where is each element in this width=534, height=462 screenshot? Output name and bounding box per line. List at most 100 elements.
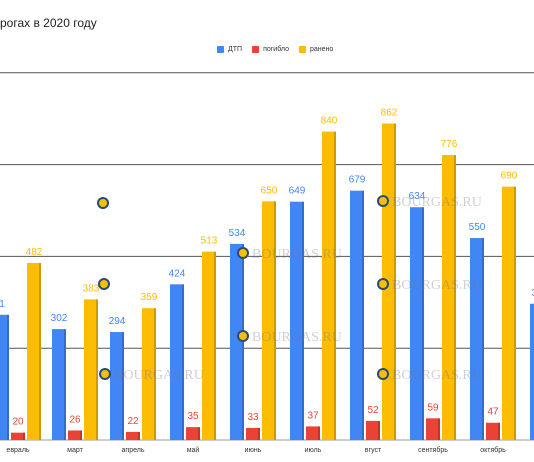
data-label: 383 <box>83 283 100 294</box>
legend-swatch-killed <box>252 45 260 53</box>
data-label: 294 <box>109 316 126 327</box>
bar-shade <box>7 314 9 440</box>
data-label: 26 <box>69 414 81 425</box>
bar-killed <box>68 430 82 440</box>
watermark-text: BOURGAS.RU <box>392 368 482 383</box>
data-label: 690 <box>501 171 518 182</box>
x-tick-label: евраль <box>6 447 29 454</box>
bar-dtp <box>0 314 9 440</box>
data-label: 550 <box>469 222 486 233</box>
data-label: 59 <box>427 402 439 413</box>
legend-label-injured: ранено <box>309 45 334 53</box>
legend-item-dtp: ДТП <box>217 45 243 53</box>
bar-shade <box>482 238 484 440</box>
bar-dtp <box>530 303 534 440</box>
bar-shade <box>422 207 424 440</box>
bar-shade <box>80 430 82 440</box>
bar-shade <box>214 251 216 440</box>
bar-shade <box>258 427 260 440</box>
bar-dtp <box>52 329 66 440</box>
legend-item-killed: погибло <box>252 45 289 53</box>
bar-dtp <box>290 201 304 440</box>
x-tick-label: июль <box>305 447 322 454</box>
bar-injured <box>442 155 456 440</box>
legend-swatch-injured <box>298 45 306 53</box>
watermark-seal <box>98 278 110 290</box>
legend-item-injured: ранено <box>298 45 334 53</box>
legend-label-killed: погибло <box>263 45 289 53</box>
data-label: 862 <box>381 107 398 118</box>
data-label: 47 <box>487 407 499 418</box>
x-tick-label: сентябрь <box>418 446 448 454</box>
bar-shade <box>334 131 336 440</box>
bar-injured <box>84 299 98 440</box>
bar-shade <box>64 329 66 440</box>
watermark-seal <box>377 278 389 290</box>
data-label: 33 <box>247 412 259 423</box>
bar-injured <box>262 201 276 440</box>
bar-shade <box>23 432 25 440</box>
bar-dtp <box>230 243 244 440</box>
bar-killed <box>186 427 200 440</box>
x-tick-label: март <box>67 447 83 454</box>
bar-injured <box>202 251 216 440</box>
data-label: 513 <box>201 236 218 247</box>
x-tick-label: октябрь <box>480 446 506 454</box>
bar-killed <box>486 422 500 440</box>
data-label: 649 <box>289 186 306 197</box>
watermark-text: BOURGAS.RU <box>114 368 204 383</box>
bar-dtp <box>470 238 484 440</box>
watermark-seal <box>237 330 249 342</box>
bar-shade <box>39 263 41 440</box>
bar-shade <box>198 427 200 440</box>
bar-shade <box>394 123 396 440</box>
bar-dtp <box>350 190 364 440</box>
watermark-seal <box>377 195 389 207</box>
data-label: 424 <box>169 268 186 279</box>
x-tick-label: июнь <box>245 447 262 454</box>
data-label: 1 <box>0 299 5 310</box>
data-label: 359 <box>141 292 158 303</box>
watermark-text: BOURGAS.RU <box>392 195 482 210</box>
bar-shade <box>122 332 124 440</box>
bar-shade <box>438 418 440 440</box>
x-tick-label: апрель <box>122 447 145 454</box>
watermark-seal <box>99 368 111 380</box>
x-tick-label: май <box>187 446 200 454</box>
bar-killed <box>306 426 320 440</box>
bar-injured <box>27 263 41 440</box>
data-label: 20 <box>12 417 24 428</box>
bar-shade <box>138 431 140 440</box>
bar-killed <box>11 432 25 440</box>
bar-injured <box>142 308 156 440</box>
x-tick-label: вгуст <box>365 447 382 454</box>
bar-killed <box>126 431 140 440</box>
bar-shade <box>514 186 516 440</box>
data-label: 776 <box>441 139 458 150</box>
bar-shade <box>498 422 500 440</box>
data-label: 650 <box>261 185 278 196</box>
watermark-seal <box>97 197 109 209</box>
data-label: 679 <box>349 175 366 186</box>
data-label: 302 <box>51 313 68 324</box>
data-label: 22 <box>127 416 139 427</box>
watermark-seal <box>377 368 389 380</box>
bar-shade <box>302 201 304 440</box>
watermark-seal <box>237 247 249 259</box>
bar-dtp <box>170 284 184 440</box>
data-label: 37 <box>531 288 534 299</box>
bar-shade <box>362 190 364 440</box>
bar-killed <box>426 418 440 440</box>
data-label: 35 <box>187 411 199 422</box>
data-label: 37 <box>307 410 319 421</box>
bar-shade <box>182 284 184 440</box>
bar-injured <box>502 186 516 440</box>
legend-label-dtp: ДТП <box>228 45 243 53</box>
bar-shade <box>274 201 276 440</box>
data-label: 482 <box>26 247 43 258</box>
data-label: 52 <box>367 405 379 416</box>
watermark-text: BOURGAS.RU <box>252 247 342 262</box>
data-label: 840 <box>321 116 338 127</box>
